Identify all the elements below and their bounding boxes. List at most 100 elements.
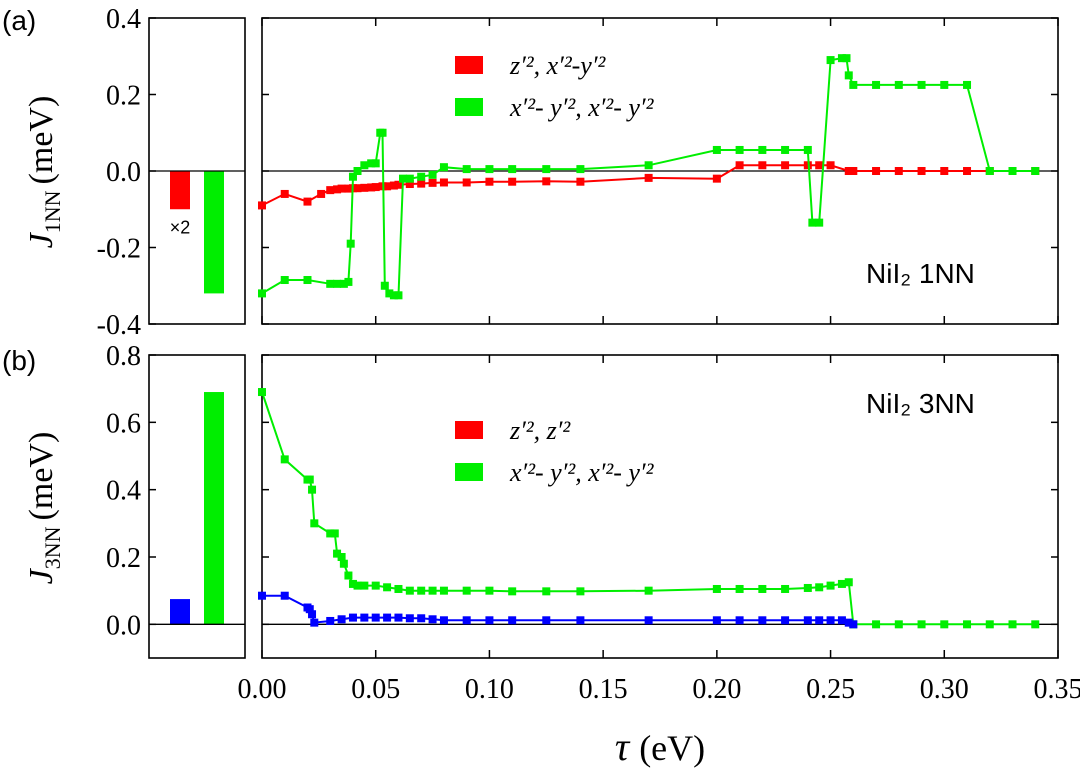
panel-b-xticks: 0.00 0.05 0.10 0.15 0.20 0.25 0.30 0.35 xyxy=(238,674,1080,705)
panel-b-label: (b) xyxy=(2,345,36,376)
series-point-green xyxy=(872,80,881,89)
series-point-green xyxy=(826,56,835,65)
series-point-green xyxy=(542,165,551,174)
panel-b-yticks: 0.8 0.6 0.4 0.2 0.0 xyxy=(106,341,1058,641)
series-point-blue xyxy=(462,616,471,625)
bar-label: ×2 xyxy=(170,217,191,237)
panel-a-ylabel-unit: (meV) xyxy=(23,96,60,185)
series-point-green xyxy=(360,581,369,590)
series-point-green xyxy=(917,80,926,89)
series-point-blue xyxy=(360,613,369,622)
series-point-red xyxy=(844,167,853,175)
series-point-red xyxy=(317,189,326,198)
series-point-green xyxy=(576,587,585,596)
series-point-blue xyxy=(258,591,266,600)
series-point-green xyxy=(258,388,266,397)
series-point-green xyxy=(485,586,494,595)
panel-a-label: (a) xyxy=(2,5,36,36)
series-point-blue xyxy=(844,618,853,627)
xtick-label: 0.30 xyxy=(920,674,969,705)
series-point-blue xyxy=(417,614,426,623)
ytick-label: 0.2 xyxy=(106,543,141,574)
series-point-green xyxy=(1031,167,1040,175)
series-point-blue xyxy=(383,613,392,622)
panel-a-plot xyxy=(149,18,1059,324)
series-point-blue xyxy=(758,616,767,625)
series-point-red xyxy=(383,182,392,191)
series-point-red xyxy=(326,186,335,195)
series-point-green xyxy=(985,620,994,629)
series-point-green xyxy=(758,584,767,593)
series-point-green xyxy=(394,291,403,300)
panel-a-legend: z′², x′²-y′² x′²- y′², x′²- y′² xyxy=(455,51,655,122)
ytick-label: 0.6 xyxy=(106,408,141,439)
bar xyxy=(204,392,224,625)
series-point-green xyxy=(849,80,858,89)
series-point-green xyxy=(333,279,342,288)
series-point-green xyxy=(380,281,389,290)
series-point-blue xyxy=(576,616,585,625)
series-point-green xyxy=(815,583,824,592)
series-point-green xyxy=(378,128,387,137)
series-point-green xyxy=(305,475,314,484)
series-point-red xyxy=(371,183,380,192)
series-point-blue xyxy=(542,616,551,625)
x-axis-title-unit: (eV) xyxy=(639,728,705,768)
series-point-green xyxy=(346,239,355,248)
series-point-blue xyxy=(712,616,721,625)
series-point-green xyxy=(326,529,335,538)
ytick-label: 0.0 xyxy=(106,610,141,641)
series-point-green xyxy=(360,161,369,170)
series-point-red xyxy=(576,177,585,186)
series-point-red xyxy=(337,184,346,193)
panel-a-ylabel: J1NN (meV) xyxy=(23,96,65,249)
series-point-green xyxy=(462,586,471,595)
series-point-blue xyxy=(781,616,790,625)
series-point-blue xyxy=(428,615,437,624)
series-point-green xyxy=(389,291,398,300)
series-point-green xyxy=(644,586,653,595)
series-point-green xyxy=(310,519,319,528)
series-point-green xyxy=(348,579,357,588)
series-point-green xyxy=(576,165,585,174)
series-point-red xyxy=(353,184,362,193)
series-point-green xyxy=(405,174,414,183)
series-point-green xyxy=(963,80,972,89)
series-point-blue xyxy=(280,591,289,600)
series-point-green xyxy=(963,620,972,629)
series-point-green xyxy=(258,289,266,298)
series-point-green xyxy=(303,276,312,285)
series-point-blue xyxy=(326,616,335,625)
series-point-blue xyxy=(305,605,314,614)
series-point-green xyxy=(758,145,767,154)
series-point-green xyxy=(280,276,289,285)
panel-a-ylabel-main: J xyxy=(23,231,60,248)
legend-swatch xyxy=(455,421,483,439)
panel-b-legend: z′², z′² x′²- y′², x′²- y′² xyxy=(455,416,655,487)
series-point-green xyxy=(508,165,517,174)
series-point-red xyxy=(735,161,744,170)
xtick-label: 0.35 xyxy=(1034,674,1080,705)
series-point-green xyxy=(417,172,426,181)
series-point-green xyxy=(417,586,426,595)
series-point-red xyxy=(872,167,881,175)
panel-b-ylabel: J3NN (meV) xyxy=(23,432,65,585)
series-point-green xyxy=(837,579,846,588)
series-point-blue xyxy=(308,610,317,619)
series-point-green xyxy=(428,170,437,179)
x-axis-title-main: τ xyxy=(615,724,631,769)
ytick-label: 0.4 xyxy=(106,476,141,507)
series-point-green xyxy=(353,581,362,590)
legend-entry: x′²- y′², x′²- y′² xyxy=(509,93,655,122)
xtick-label: 0.25 xyxy=(806,674,855,705)
series-point-green xyxy=(394,584,403,593)
series-point-green xyxy=(735,584,744,593)
series-point-green xyxy=(385,289,394,298)
series-point-green xyxy=(367,159,376,168)
series-point-blue xyxy=(485,616,494,625)
series-point-green xyxy=(330,529,339,538)
series-point-green xyxy=(644,161,653,170)
series-point-green xyxy=(308,485,317,494)
series-point-green xyxy=(485,165,494,174)
series-point-green xyxy=(940,80,949,89)
